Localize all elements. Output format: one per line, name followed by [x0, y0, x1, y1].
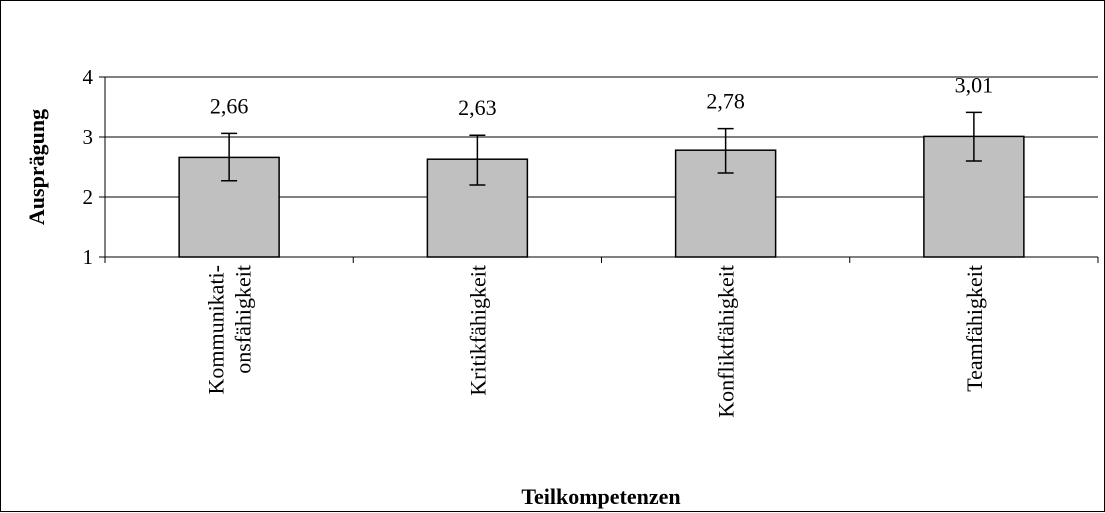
labels: 1 2 3 4 2,66 Kommunikati-onsfähigkeit 2,63 Krit…: [83, 65, 994, 418]
bars: [178, 111, 1025, 258]
y-tick-label: 1: [83, 245, 94, 269]
x-category-label: Kritikfähigkeit: [465, 265, 490, 396]
data-label: 2,78: [706, 89, 745, 114]
data-label: 2,63: [458, 95, 497, 120]
data-label: 3,01: [955, 72, 994, 97]
y-tick-label: 2: [83, 185, 94, 209]
axes: [99, 76, 1099, 263]
y-tick-label: 3: [83, 125, 94, 149]
x-axis-title: Teilkompetenzen: [521, 484, 680, 509]
x-category-label: Konfliktfähigkeit: [714, 265, 739, 418]
x-category-label: Kommunikati-: [204, 265, 229, 395]
y-axis-title: Ausprägung: [24, 109, 49, 225]
x-category-label: Teamfähigkeit: [962, 265, 987, 392]
data-label: 2,66: [210, 93, 249, 118]
x-category-label: onsfähigkeit: [231, 265, 256, 374]
y-tick-label: 4: [83, 65, 94, 89]
